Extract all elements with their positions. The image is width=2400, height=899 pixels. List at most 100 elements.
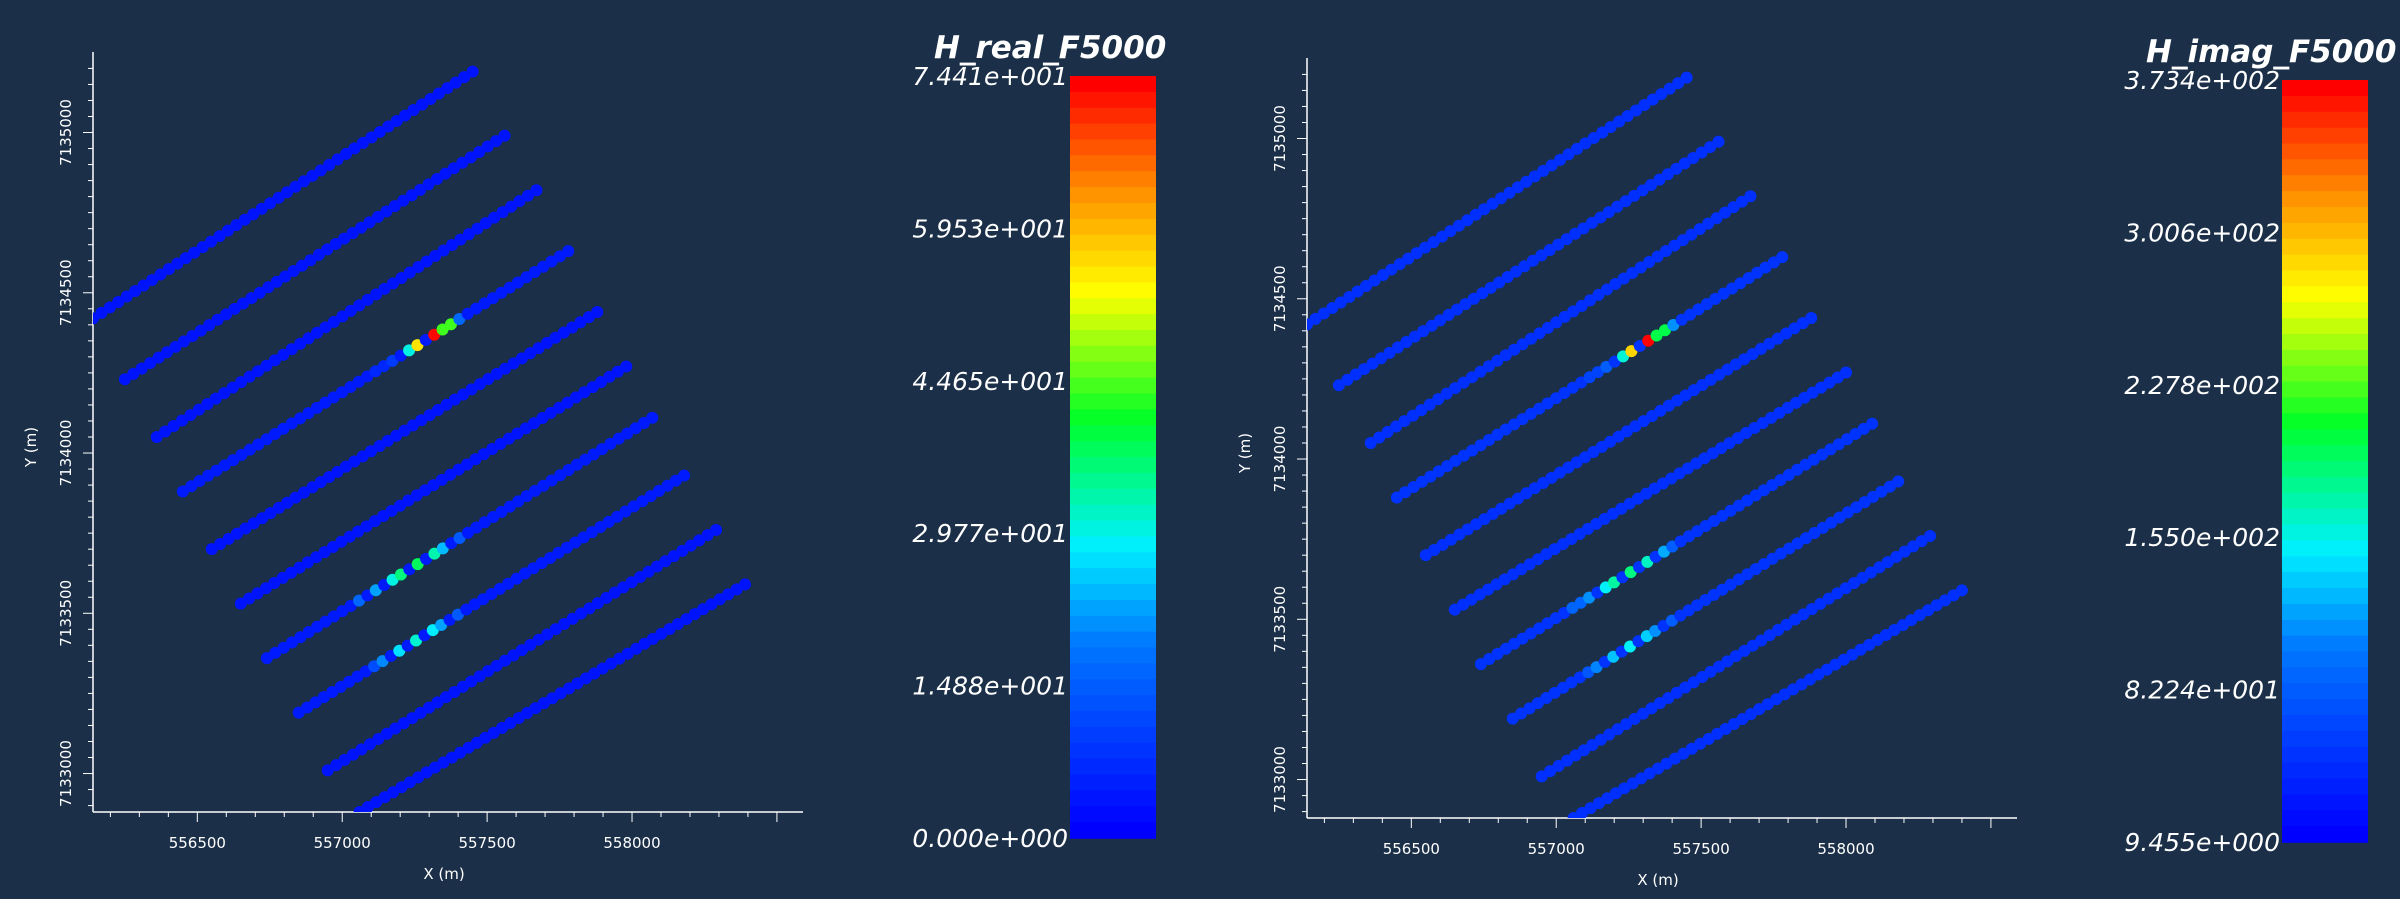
colorbar-band: [2282, 143, 2368, 161]
colorbar-tick-label: 9.455e+000: [2124, 828, 2280, 857]
colorbar-band: [1070, 171, 1156, 188]
x-tick-label: 557000: [314, 834, 371, 852]
x-axis-label: X (m): [1637, 871, 1678, 889]
y-tick-label: 7134500: [1271, 265, 1289, 332]
colorbar-band: [1070, 155, 1156, 173]
colorbar-band: [2282, 349, 2368, 367]
colorbar-band: [1070, 123, 1156, 141]
colorbar-band: [1070, 377, 1156, 395]
colorbar-band: [2282, 603, 2368, 621]
colorbar-band: [1070, 266, 1156, 284]
y-tick-label: 7133000: [57, 740, 75, 807]
colorbar-band: [2282, 683, 2368, 700]
colorbar-band: [2282, 111, 2368, 129]
colorbar-band: [1070, 806, 1156, 823]
data-point: [1840, 366, 1853, 379]
colorbar-band: [1070, 822, 1156, 839]
colorbar-band: [1070, 663, 1156, 681]
colorbar-band: [1070, 234, 1156, 252]
data-point: [1924, 529, 1937, 542]
colorbar-band: [2282, 270, 2368, 288]
colorbar-band: [2282, 80, 2368, 97]
colorbar-band: [1070, 203, 1156, 220]
colorbar-band: [2282, 651, 2368, 669]
chart-panel-1: 556500 557000 557500 558000 7133000 7133500 71…: [22, 30, 1166, 883]
colorbar-band: [1070, 187, 1156, 204]
colorbar-band: [1070, 520, 1156, 538]
y-tick-label: 7133500: [57, 580, 75, 647]
colorbar-band: [2282, 365, 2368, 383]
colorbar-band: [1070, 330, 1156, 347]
colorbar-band: [1070, 250, 1156, 268]
colorbar-band: [1070, 790, 1156, 808]
colorbar-band: [1070, 615, 1156, 633]
colorbar-band: [2282, 556, 2368, 573]
data-point: [1805, 312, 1818, 324]
colorbar-band: [2282, 635, 2368, 653]
colorbar-band: [1070, 726, 1156, 744]
colorbar-band: [2282, 429, 2368, 446]
colorbar-band: [2282, 826, 2368, 843]
colorbar-tick-label: 8.224e+001: [2124, 676, 2280, 705]
data-point: [678, 469, 691, 482]
colorbar-band: [1070, 298, 1156, 315]
colorbar-band: [2282, 588, 2368, 605]
colorbar-tick-label: 7.441e+001: [912, 62, 1068, 91]
data-point: [591, 306, 604, 318]
colorbar-band: [1070, 76, 1156, 93]
colorbar-band: [1070, 425, 1156, 442]
colorbar-band: [1070, 552, 1156, 569]
colorbar-band: [1070, 679, 1156, 696]
colorbar-band: [1070, 218, 1156, 236]
colorbar-band: [1070, 631, 1156, 649]
colorbar-band: [2282, 222, 2368, 240]
data-point: [562, 245, 575, 258]
colorbar-band: [2282, 207, 2368, 224]
x-tick-label: 556500: [169, 834, 226, 852]
colorbar-band: [1070, 314, 1156, 331]
y-tick-label: 7134000: [57, 420, 75, 487]
data-point: [530, 184, 543, 197]
colorbar-tick-label: 1.550e+002: [2124, 523, 2280, 552]
colorbar-band: [1070, 711, 1156, 728]
colorbar-band: [2282, 540, 2368, 558]
colorbar-band: [1070, 457, 1156, 474]
colorbar-title: H_real_F5000: [934, 30, 1166, 66]
y-tick-label: 7135000: [1271, 105, 1289, 172]
data-point: [1892, 475, 1905, 488]
x-tick-label: 557500: [458, 834, 515, 852]
x-tick-label: 558000: [1817, 840, 1874, 858]
x-tick-label: 556500: [1383, 840, 1440, 858]
x-tick-label: 557000: [1528, 840, 1585, 858]
colorbar-band: [1070, 742, 1156, 760]
x-tick-label: 558000: [603, 834, 660, 852]
colorbar-band: [2282, 95, 2368, 113]
colorbar-band: [2282, 762, 2368, 780]
colorbar-band: [2282, 476, 2368, 494]
colorbar-tick-label: 5.953e+001: [912, 214, 1068, 243]
colorbar-band: [2282, 524, 2368, 542]
colorbar-band: [2282, 381, 2368, 399]
survey-points: [93, 65, 752, 812]
colorbar-band: [2282, 334, 2368, 351]
colorbar-band: [2282, 413, 2368, 431]
colorbar-band: [2282, 746, 2368, 764]
colorbar-band: [2282, 461, 2368, 478]
colorbar-band: [2282, 127, 2368, 145]
colorbar-band: [1070, 599, 1156, 617]
colorbar-tick-label: 3.006e+002: [2124, 218, 2280, 247]
data-point: [1955, 584, 1968, 597]
colorbar-band: [1070, 361, 1156, 379]
colorbar-band: [2282, 730, 2368, 748]
y-axis-label: Y (m): [22, 427, 40, 468]
data-point: [739, 578, 752, 591]
colorbar-band: [1070, 472, 1156, 490]
colorbar-band: [1070, 774, 1156, 792]
colorbar-band: [2282, 794, 2368, 812]
colorbar-band: [1070, 488, 1156, 506]
colorbar-band: [2282, 445, 2368, 462]
colorbar-tick-label: 0.000e+000: [912, 824, 1068, 853]
colorbar-band: [1070, 282, 1156, 300]
colorbar-band: [2282, 175, 2368, 192]
